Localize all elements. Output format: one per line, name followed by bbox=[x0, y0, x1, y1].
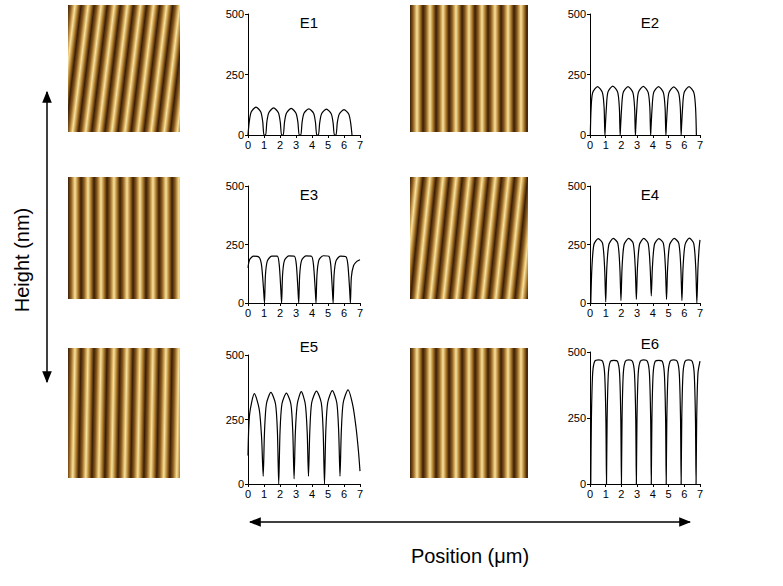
svg-text:E3: E3 bbox=[300, 186, 318, 203]
svg-text:500: 500 bbox=[226, 349, 244, 361]
svg-text:3: 3 bbox=[634, 307, 640, 319]
svg-text:5: 5 bbox=[325, 488, 331, 500]
svg-text:2: 2 bbox=[277, 307, 283, 319]
html-text:Position (μm): Position (μm) bbox=[410, 544, 530, 567]
svg-text:7: 7 bbox=[697, 488, 703, 500]
svg-text:2: 2 bbox=[618, 488, 624, 500]
svg-text:4: 4 bbox=[650, 139, 656, 151]
svg-text:500: 500 bbox=[568, 180, 586, 192]
svg-text:0: 0 bbox=[245, 139, 251, 151]
svg-text:3: 3 bbox=[293, 488, 299, 500]
svg-text:6: 6 bbox=[681, 139, 687, 151]
svg-text:3: 3 bbox=[293, 139, 299, 151]
svg-text:1: 1 bbox=[261, 307, 267, 319]
svg-text:500: 500 bbox=[568, 8, 586, 20]
svg-text:0: 0 bbox=[580, 129, 586, 141]
svg-text:1: 1 bbox=[603, 307, 609, 319]
svg-text:0: 0 bbox=[238, 129, 244, 141]
svg-text:0: 0 bbox=[245, 307, 251, 319]
svg-text:E4: E4 bbox=[641, 186, 659, 203]
svg-text:E6: E6 bbox=[641, 335, 659, 352]
svg-text:E1: E1 bbox=[300, 14, 318, 31]
svg-text:5: 5 bbox=[666, 307, 672, 319]
svg-text:0: 0 bbox=[580, 297, 586, 309]
svg-text:6: 6 bbox=[681, 488, 687, 500]
svg-text:1: 1 bbox=[603, 139, 609, 151]
svg-text:0: 0 bbox=[238, 478, 244, 490]
svg-text:6: 6 bbox=[341, 139, 347, 151]
svg-text:2: 2 bbox=[277, 488, 283, 500]
svg-text:3: 3 bbox=[634, 139, 640, 151]
svg-text:250: 250 bbox=[226, 69, 244, 81]
svg-text:500: 500 bbox=[226, 180, 244, 192]
svg-text:0: 0 bbox=[245, 488, 251, 500]
svg-text:7: 7 bbox=[357, 307, 363, 319]
svg-text:4: 4 bbox=[650, 488, 656, 500]
svg-text:5: 5 bbox=[666, 488, 672, 500]
svg-text:1: 1 bbox=[603, 488, 609, 500]
svg-text:2: 2 bbox=[618, 139, 624, 151]
svg-text:6: 6 bbox=[341, 488, 347, 500]
svg-text:6: 6 bbox=[681, 307, 687, 319]
svg-text:0: 0 bbox=[238, 297, 244, 309]
svg-text:250: 250 bbox=[568, 412, 586, 424]
svg-text:7: 7 bbox=[697, 307, 703, 319]
svg-text:250: 250 bbox=[568, 239, 586, 251]
svg-text:4: 4 bbox=[650, 307, 656, 319]
svg-text:E5: E5 bbox=[300, 338, 318, 355]
svg-text:5: 5 bbox=[666, 139, 672, 151]
svg-text:6: 6 bbox=[341, 307, 347, 319]
svg-text:500: 500 bbox=[226, 8, 244, 20]
svg-text:4: 4 bbox=[309, 488, 315, 500]
svg-text:0: 0 bbox=[587, 488, 593, 500]
svg-text:250: 250 bbox=[226, 414, 244, 426]
svg-text:7: 7 bbox=[697, 139, 703, 151]
svg-text:5: 5 bbox=[325, 139, 331, 151]
svg-text:2: 2 bbox=[618, 307, 624, 319]
svg-text:4: 4 bbox=[309, 307, 315, 319]
svg-text:1: 1 bbox=[261, 488, 267, 500]
svg-text:3: 3 bbox=[634, 488, 640, 500]
html-text:Height (nm): Height (nm) bbox=[10, 207, 33, 313]
svg-text:250: 250 bbox=[568, 69, 586, 81]
svg-text:0: 0 bbox=[587, 139, 593, 151]
svg-text:2: 2 bbox=[277, 139, 283, 151]
svg-text:5: 5 bbox=[325, 307, 331, 319]
svg-text:E2: E2 bbox=[641, 14, 659, 31]
svg-text:0: 0 bbox=[580, 478, 586, 490]
svg-text:3: 3 bbox=[293, 307, 299, 319]
svg-text:4: 4 bbox=[309, 139, 315, 151]
svg-text:1: 1 bbox=[261, 139, 267, 151]
svg-text:500: 500 bbox=[568, 346, 586, 358]
svg-text:250: 250 bbox=[226, 239, 244, 251]
svg-text:0: 0 bbox=[587, 307, 593, 319]
svg-text:7: 7 bbox=[357, 139, 363, 151]
svg-text:7: 7 bbox=[357, 488, 363, 500]
